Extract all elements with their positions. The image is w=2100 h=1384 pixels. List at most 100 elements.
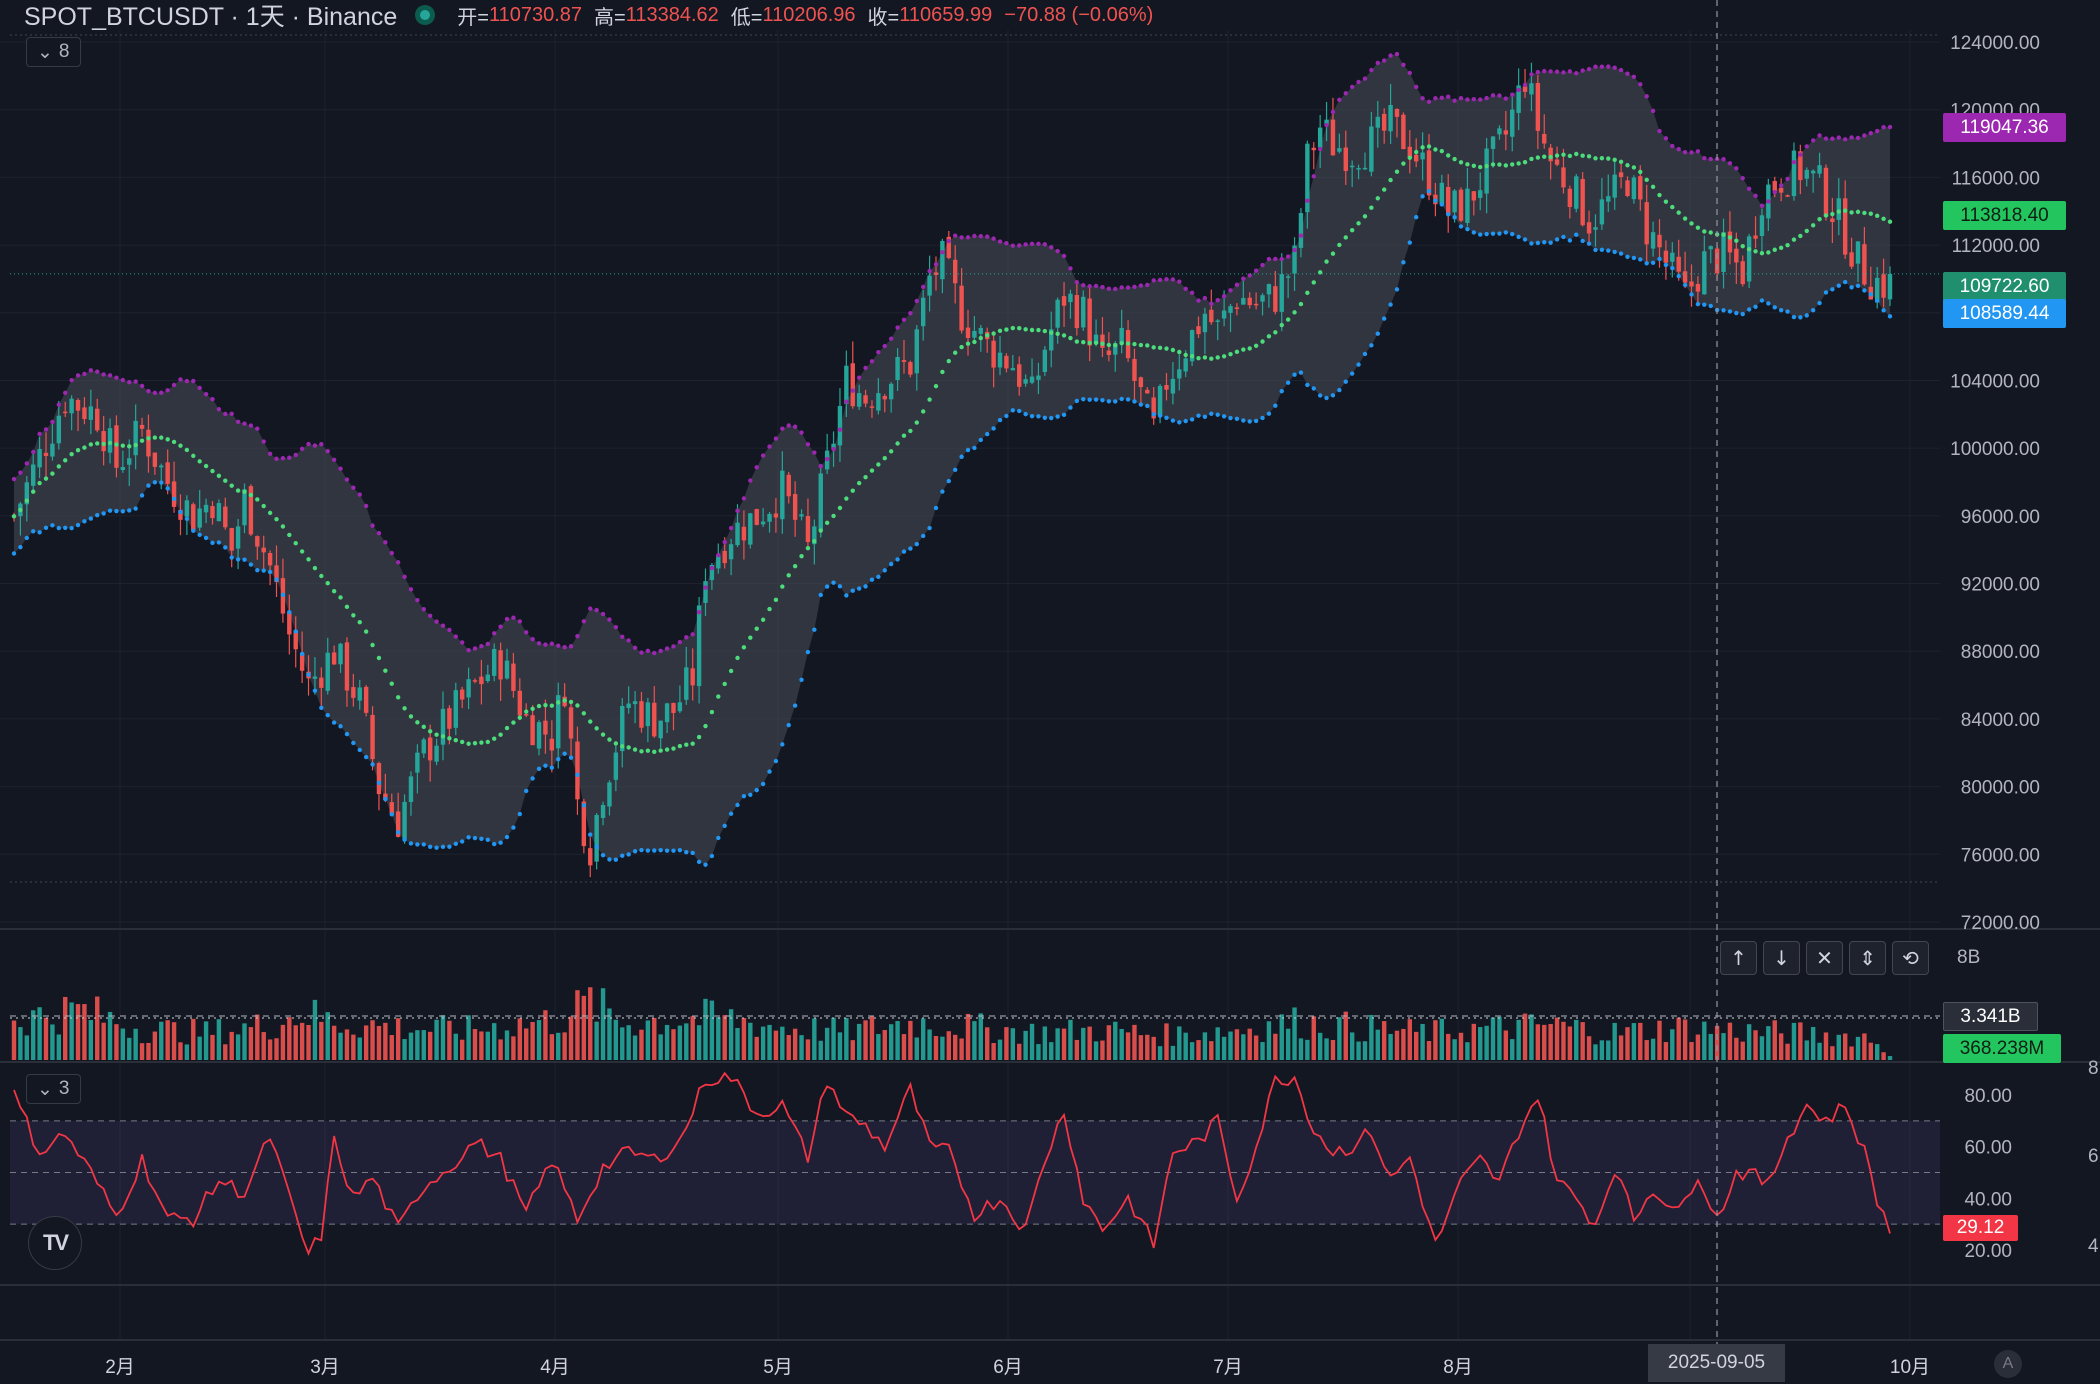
- candle-body: [146, 429, 151, 457]
- candle-body: [383, 793, 388, 800]
- volume-bar: [1663, 1042, 1669, 1060]
- lower-band-dot: [1874, 298, 1880, 303]
- refresh-icon[interactable]: ⟲: [1892, 941, 1929, 975]
- middle-band-dot: [760, 617, 766, 622]
- middle-band-dot: [248, 492, 254, 498]
- volume-bar: [75, 1004, 81, 1060]
- volume-bar: [1836, 1034, 1841, 1060]
- upper-band-dot: [946, 239, 951, 244]
- candle-body: [1330, 119, 1336, 156]
- middle-band-dot: [1542, 154, 1547, 159]
- volume-bar: [953, 1034, 958, 1060]
- candle-body: [1426, 150, 1432, 196]
- volume-bar: [159, 1021, 164, 1060]
- candle-body: [344, 642, 350, 691]
- lower-band-dot: [530, 776, 535, 781]
- volume-bar: [703, 998, 708, 1060]
- upper-band-dot: [127, 380, 132, 385]
- lower-band-dot: [914, 541, 919, 547]
- middle-band-dot: [1081, 340, 1086, 345]
- volume-bar: [1349, 1032, 1355, 1060]
- candle-body: [767, 513, 772, 522]
- candle-body: [722, 550, 727, 564]
- middle-band-dot: [299, 549, 305, 554]
- upper-band-dot: [703, 585, 708, 590]
- upper-band-dot: [677, 639, 683, 645]
- lower-band-dot: [1503, 230, 1509, 235]
- symbol-title[interactable]: SPOT_BTCUSDT · 1天 · Binance: [24, 3, 398, 31]
- volume-bar: [1145, 1034, 1150, 1060]
- volume-bar: [716, 1017, 721, 1060]
- volume-bar: [1638, 1022, 1643, 1060]
- middle-band-dot: [1644, 177, 1649, 183]
- month-label: 7月: [1213, 1357, 1243, 1378]
- volume-bar: [1138, 1035, 1144, 1060]
- middle-band-dot: [524, 709, 529, 714]
- rsi-indicators-toggle[interactable]: ⌄ 3: [26, 1074, 81, 1104]
- candle-body: [255, 536, 260, 547]
- tradingview-logo[interactable]: TV: [28, 1216, 82, 1270]
- low-value: 110206.96: [762, 3, 856, 26]
- volume-bar: [1849, 1046, 1854, 1060]
- volume-bar: [901, 1034, 907, 1060]
- upper-band-dot: [818, 463, 823, 469]
- middle-band-dot: [1145, 343, 1150, 348]
- middle-band-dot: [447, 736, 452, 741]
- middle-band-dot: [466, 741, 471, 746]
- price-indicators-toggle[interactable]: ⌄ 8: [26, 37, 81, 67]
- arrow-down-icon[interactable]: ↓: [1763, 941, 1800, 975]
- lower-band-dot: [485, 837, 491, 843]
- close-icon[interactable]: ✕: [1806, 941, 1843, 975]
- lower-band-dot: [1119, 396, 1124, 402]
- upper-band-dot: [991, 236, 996, 241]
- lower-band-dot: [43, 525, 49, 531]
- volume-bar: [421, 1030, 426, 1060]
- volume-bar: [1010, 1028, 1016, 1060]
- middle-band-dot: [1004, 327, 1009, 332]
- lower-band-dot: [261, 568, 266, 573]
- upper-band-dot: [1849, 135, 1854, 140]
- upper-band-dot: [274, 456, 279, 461]
- lower-band-dot: [1349, 371, 1355, 376]
- candle-body: [1606, 196, 1611, 202]
- middle-band-dot: [1548, 154, 1553, 160]
- upper-band-dot: [370, 523, 375, 528]
- collapse-icon[interactable]: ⇕: [1849, 941, 1886, 975]
- upper-band-dot: [1426, 99, 1432, 104]
- middle-band-dot: [56, 464, 62, 469]
- lower-band-dot: [101, 511, 106, 516]
- arrow-up-icon[interactable]: ↑: [1720, 941, 1757, 975]
- candle-body: [1746, 236, 1752, 282]
- middle-band-dot: [1439, 148, 1445, 154]
- upper-band-dot: [728, 525, 734, 531]
- lower-band-dot: [319, 705, 324, 710]
- middle-band-dot: [863, 474, 868, 480]
- middle-band-dot: [511, 720, 516, 725]
- lower-band-dot: [1343, 379, 1348, 384]
- upper-band-dot: [664, 646, 670, 651]
- candle-body: [1081, 296, 1086, 328]
- candle-body: [946, 236, 951, 258]
- upper-band-dot: [1625, 71, 1630, 76]
- lower-band-dot: [645, 848, 651, 853]
- middle-band-dot: [1759, 250, 1765, 256]
- lower-band-dot: [1490, 231, 1496, 236]
- lower-band-dot: [1093, 397, 1099, 402]
- candle-body: [1074, 295, 1080, 329]
- middle-band-dot: [357, 620, 362, 625]
- middle-band-dot: [402, 706, 407, 711]
- lower-band-dot: [664, 848, 670, 853]
- lower-band-dot: [1375, 331, 1380, 336]
- candle-body: [741, 526, 747, 541]
- middle-band-dot: [312, 565, 318, 571]
- middle-band-dot: [1285, 317, 1291, 322]
- upper-band-dot: [146, 388, 151, 394]
- auto-scale-button[interactable]: A: [1994, 1350, 2022, 1378]
- candle-body: [965, 327, 971, 338]
- upper-band-dot: [287, 455, 292, 460]
- candle-body: [101, 431, 106, 452]
- volume-bar: [831, 1017, 836, 1060]
- volume-bar: [652, 1017, 657, 1060]
